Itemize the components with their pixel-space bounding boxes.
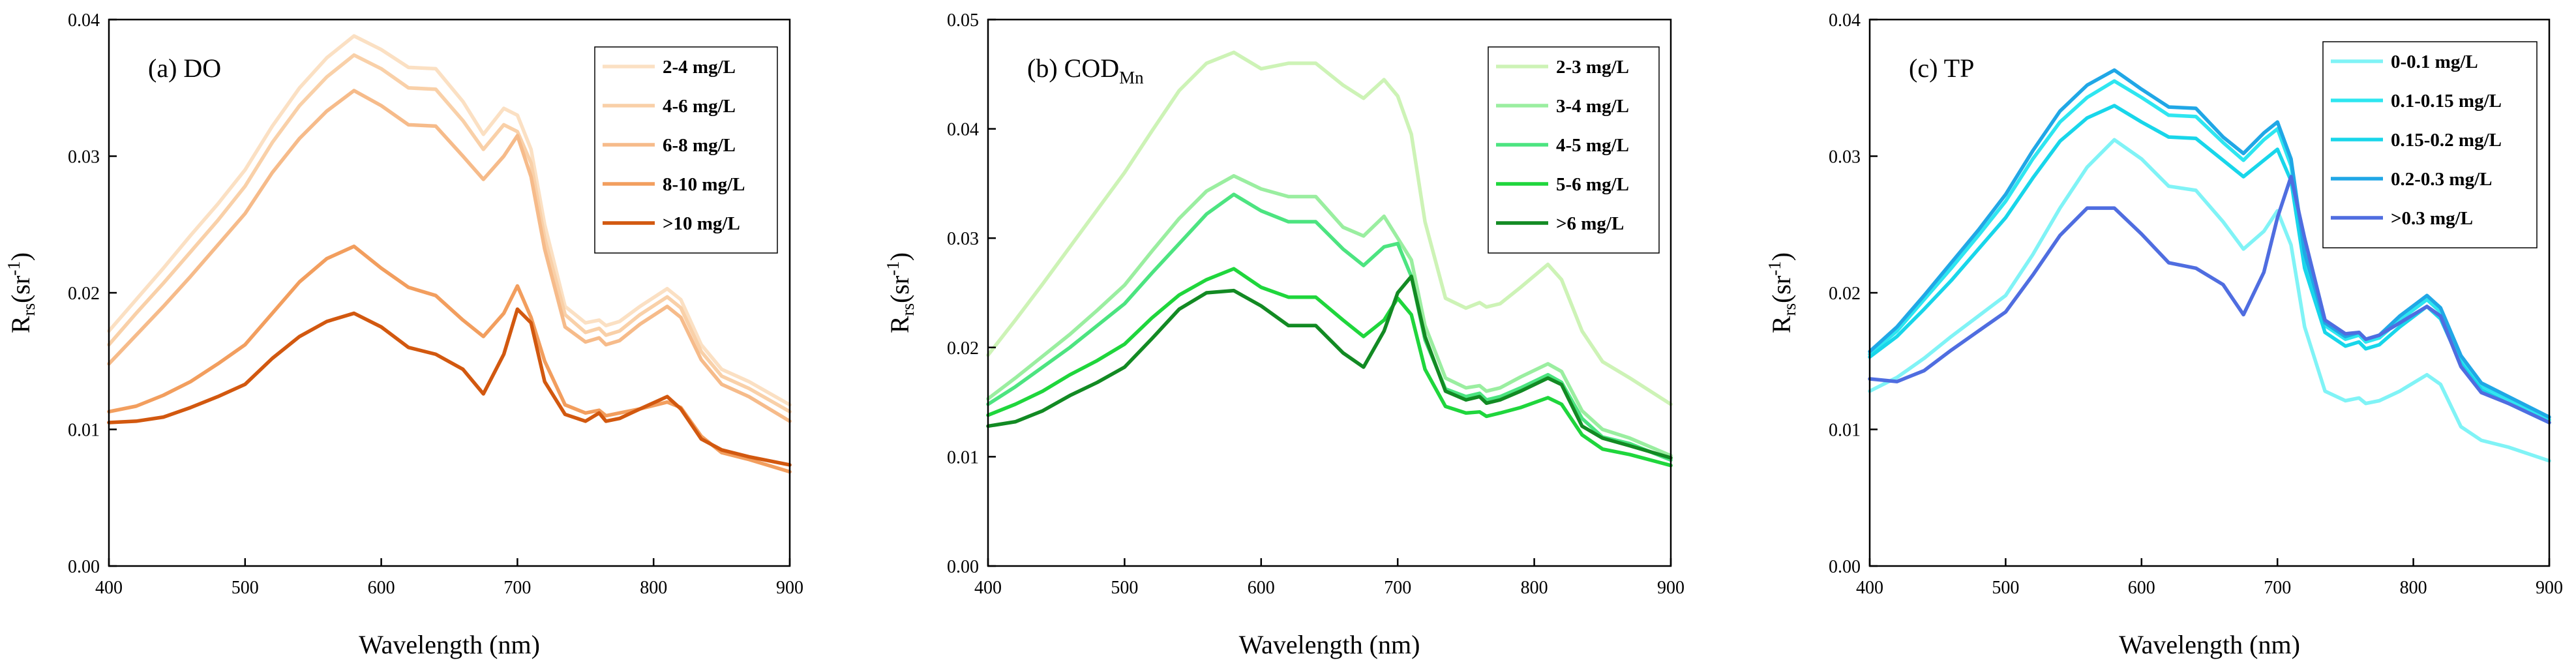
panel-2-chart: 400 500 600 700 800 900 0.00 0.01 0.02 0.03 0.04 0.… [883, 10, 1685, 659]
panel-3-legend: 0-0.1 mg/L 0.1-0.15 mg/L 0.15-0.2 mg/L 0.2-… [2322, 41, 2538, 248]
panel-2-x-tick-label: 800 [1521, 578, 1548, 598]
panel-2-y-tick-label: 0.03 [947, 229, 979, 249]
panel-1-title: (a) DO [148, 53, 221, 83]
panel-1-y-tick-label: 0.01 [68, 421, 100, 441]
panel-2-plot-frame [987, 18, 1672, 567]
panel-2-x-tick-label: 600 [1248, 578, 1275, 598]
panel-1-legend-label-2: 4-6 mg/L [663, 96, 736, 117]
panel-3-legend-label-2: 0.1-0.15 mg/L [2391, 91, 2502, 112]
panel-3-x-tick-label: 800 [2400, 578, 2427, 598]
panel-2-title: (b) CODMn [1027, 53, 1144, 87]
panel-2-y-tick-label: 0.00 [947, 557, 979, 577]
panel-3-chart: 400 500 600 700 800 900 0.00 0.01 0.02 0.03 0.04 Wa… [1765, 10, 2563, 659]
panel-3-legend-label-1: 0-0.1 mg/L [2391, 52, 2478, 72]
panel-1-x-tick-label: 500 [232, 578, 259, 598]
panel-1-x-tick-label: 600 [368, 578, 395, 598]
panel-1-legend-label-4: 8-10 mg/L [663, 174, 745, 195]
panel-2-x-tick-label: 400 [974, 578, 1002, 598]
panel-1-legend-box [594, 46, 778, 254]
panel-2-x-axis-label: Wavelength (nm) [1239, 630, 1420, 659]
panel-1-legend-label-5: >10 mg/L [663, 213, 740, 234]
panel-3-y-tick-label: 0.04 [1829, 10, 1861, 31]
panel-2-legend-label-2: 3-4 mg/L [1556, 96, 1629, 117]
panel-1-legend-label-1: 2-4 mg/L [663, 57, 736, 78]
panel-1-x-axis-label: Wavelength (nm) [359, 630, 540, 659]
panel-2-y-axis-label: Rrs(sr-1) [883, 252, 918, 333]
panel-1-y-tick-label: 0.04 [68, 10, 100, 31]
panel-2-legend-label-3: 4-5 mg/L [1556, 135, 1629, 156]
panel-3-legend-box [2322, 41, 2538, 248]
panel-1-y-tick-label: 0.02 [68, 284, 100, 304]
panel-1-y-tick-label: 0.03 [68, 147, 100, 168]
panel-2-x-tick-label: 500 [1111, 578, 1138, 598]
panel-2-x-tick-label: 900 [1657, 578, 1685, 598]
panel-3-series-line-1 [1868, 138, 2551, 463]
panel-3-legend-label-5: >0.3 mg/L [2391, 208, 2473, 229]
panel-2-series-line-5 [986, 275, 1673, 460]
panel-1-y-tick-label: 0.00 [68, 557, 100, 577]
panel-3-series-line-5 [1868, 175, 2551, 425]
panel-2-y-tick-label: 0.02 [947, 338, 979, 359]
panel-2-legend-box [1488, 46, 1660, 254]
panel-1-x-tick-label: 800 [640, 578, 667, 598]
panel-2-legend: 2-3 mg/L 3-4 mg/L 4-5 mg/L 5-6 mg/L >6 mg/L [1488, 46, 1660, 254]
panel-3-y-tick-label: 0.03 [1829, 147, 1861, 168]
panel-2-series-line-1 [986, 50, 1673, 406]
panel-3-x-tick-label: 400 [1856, 578, 1883, 598]
panel-2-legend-label-1: 2-3 mg/L [1556, 57, 1629, 78]
panel-1-chart: 400 500 600 700 800 900 0.00 0.01 0.02 0.03 0.04 Wa… [4, 10, 803, 659]
panel-2-y-tick-label: 0.01 [947, 447, 979, 468]
panel-1-series-line-5 [107, 307, 792, 467]
panel-1-series-line-3 [107, 89, 792, 423]
panel-3-y-tick-label: 0.02 [1829, 284, 1861, 304]
panel-2-legend-label-4: 5-6 mg/L [1556, 174, 1629, 195]
panel-3-series-line-4 [1868, 68, 2551, 419]
panel-1-y-axis-label: Rrs(sr-1) [4, 252, 38, 333]
panel-1-series-line-1 [107, 34, 792, 407]
panel-1-x-tick-label: 700 [503, 578, 531, 598]
panel-3-series-line-2 [1868, 79, 2551, 422]
panel-2-series-line-3 [986, 192, 1673, 462]
panel-2-legend-label-5: >6 mg/L [1556, 213, 1624, 234]
panel-2-series-line-4 [986, 267, 1673, 468]
panel-3-x-tick-label: 900 [2536, 578, 2563, 598]
panel-3-legend-label-4: 0.2-0.3 mg/L [2391, 169, 2492, 190]
panel-3-title: (c) TP [1909, 53, 1974, 83]
panel-1-series-line-2 [107, 53, 792, 414]
panel-3-x-axis-label: Wavelength (nm) [2119, 630, 2300, 659]
panel-2-y-tick-label: 0.04 [947, 120, 979, 140]
panel-3-x-tick-label: 500 [1992, 578, 2019, 598]
panel-3-y-tick-label: 0.00 [1829, 557, 1861, 577]
panel-2-x-tick-label: 700 [1384, 578, 1411, 598]
panel-1-x-tick-label: 400 [95, 578, 123, 598]
panel-1-series-line-4 [107, 245, 792, 474]
panel-2-y-tick-label: 0.05 [947, 10, 979, 31]
panel-1-legend-label-3: 6-8 mg/L [663, 135, 736, 156]
panel-2-series-line-2 [986, 173, 1673, 458]
panel-1-x-tick-label: 900 [776, 578, 803, 598]
panel-3-y-axis-label: Rrs(sr-1) [1765, 252, 1799, 333]
panel-3-y-tick-label: 0.01 [1829, 421, 1861, 441]
panel-1-legend: 2-4 mg/L 4-6 mg/L 6-8 mg/L 8-10 mg/L >10 mg/… [594, 46, 778, 254]
panel-3-legend-label-3: 0.15-0.2 mg/L [2391, 130, 2502, 151]
panel-3-x-tick-label: 600 [2128, 578, 2155, 598]
panel-3-x-tick-label: 700 [2264, 578, 2291, 598]
